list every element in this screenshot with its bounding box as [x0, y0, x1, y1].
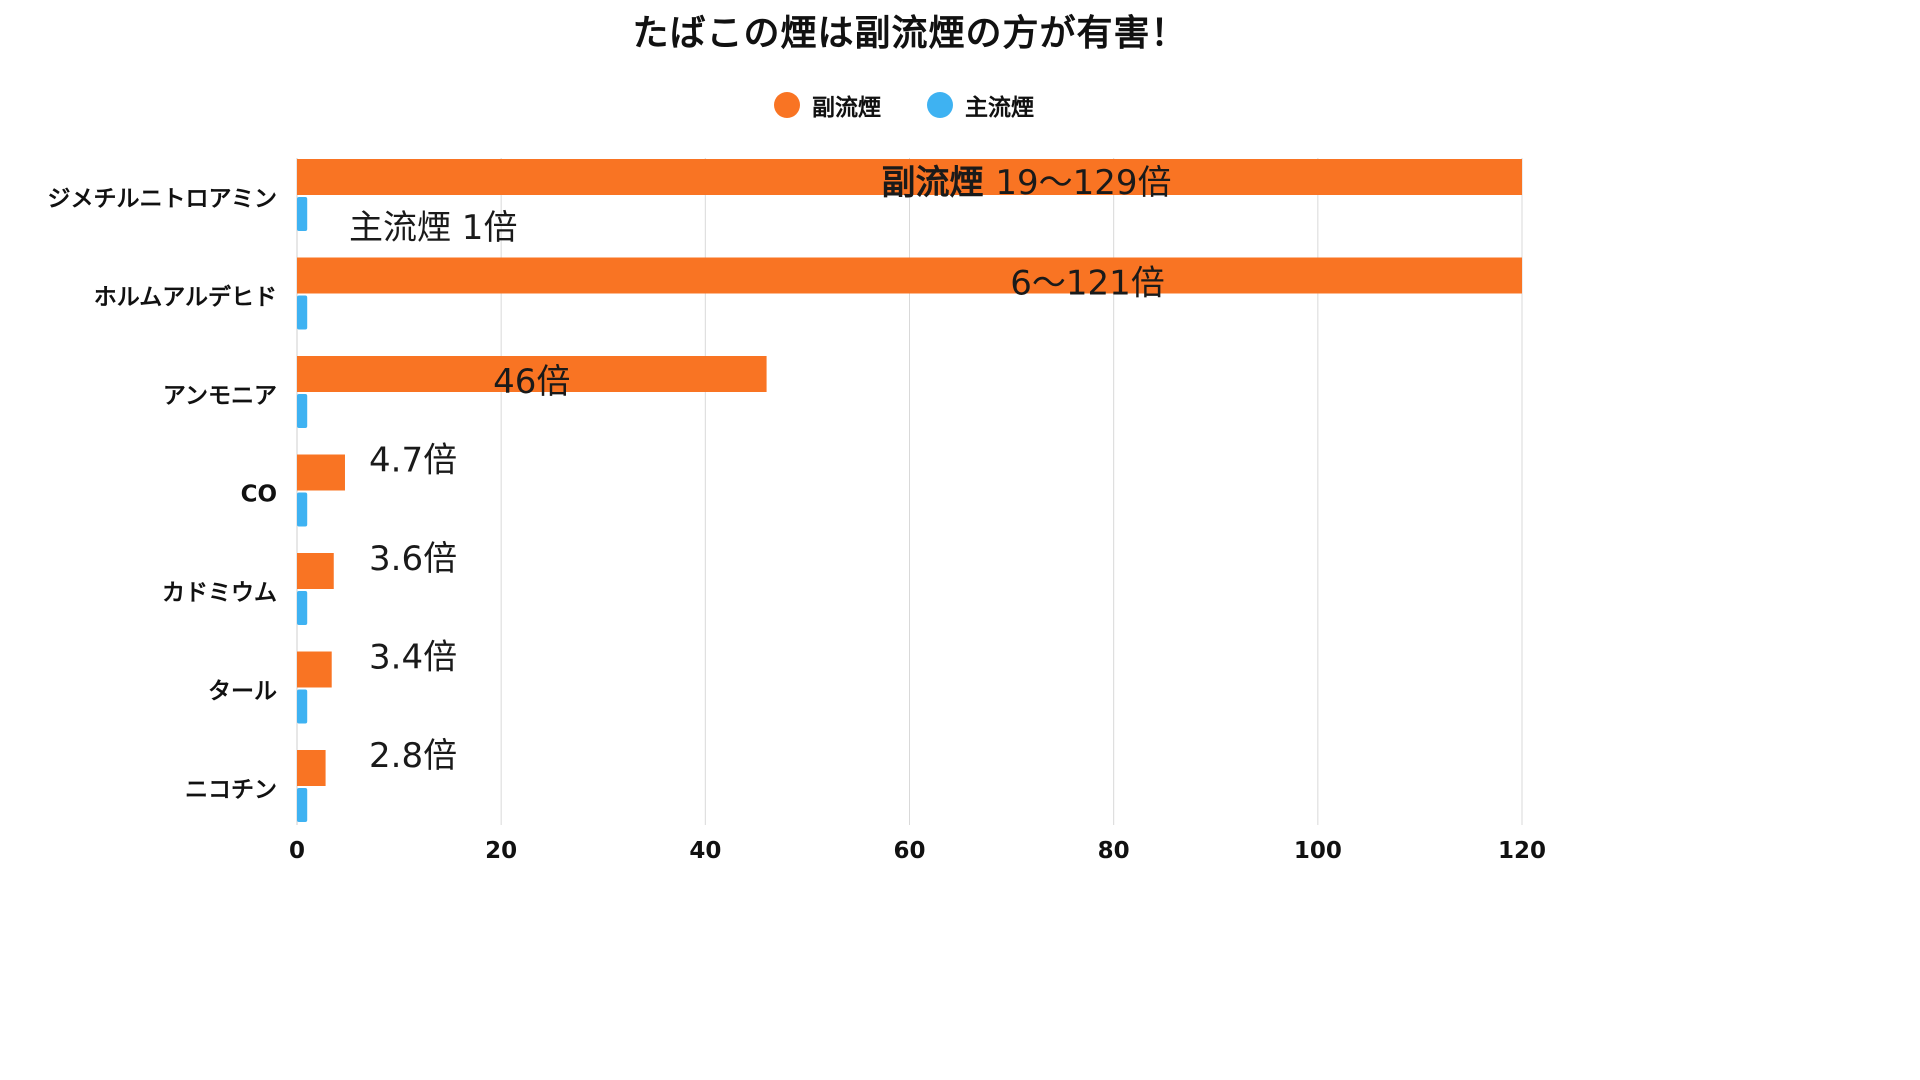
legend-label-mainstream: 主流煙 — [965, 95, 1034, 121]
data-label-sidestream: 6〜121倍 — [1010, 264, 1165, 304]
legend: 副流煙 主流煙 — [0, 88, 1808, 122]
data-label-sidestream: 4.7倍 — [369, 441, 457, 481]
legend-swatch-sidestream — [774, 92, 800, 118]
bar-sidestream — [297, 356, 767, 392]
bar-sidestream — [297, 553, 334, 589]
data-label-sidestream: 2.8倍 — [369, 736, 457, 776]
x-tick-label: 100 — [1294, 838, 1342, 864]
legend-item-sidestream[interactable]: 副流煙 — [774, 88, 881, 122]
category-label: ホルムアルデヒド — [94, 284, 277, 311]
x-tick-label: 80 — [1098, 838, 1130, 864]
legend-item-mainstream[interactable]: 主流煙 — [927, 88, 1034, 122]
category-label: タール — [208, 679, 277, 705]
legend-swatch-mainstream — [927, 92, 953, 118]
bar-mainstream — [297, 689, 308, 724]
data-label-value: 19〜129倍 — [995, 163, 1171, 203]
bar-mainstream — [297, 295, 308, 330]
data-label-sidestream: 3.4倍 — [369, 638, 457, 678]
bar-mainstream — [297, 788, 308, 822]
x-tick-label: 40 — [689, 838, 721, 864]
category-label: ジメチルニトロアミン — [47, 186, 277, 212]
bar-sidestream — [297, 257, 1522, 294]
bar-mainstream — [297, 591, 308, 625]
legend-label-sidestream: 副流煙 — [812, 95, 881, 121]
data-label-sidestream: 3.6倍 — [369, 539, 457, 579]
category-label: ニコチン — [185, 777, 277, 803]
bar-mainstream — [297, 492, 308, 527]
data-label-sidestream: 副流煙 19〜129倍 — [881, 163, 1171, 203]
x-tick-label: 20 — [485, 838, 517, 864]
bar-sidestream — [297, 454, 345, 491]
bar-sidestream — [297, 651, 332, 688]
bar-mainstream — [297, 197, 308, 231]
bar-mainstream — [297, 394, 308, 428]
data-label-mainstream: 主流煙 1倍 — [349, 208, 517, 248]
x-tick-label: 60 — [893, 838, 925, 864]
chart-title: たばこの煙は副流煙の方が有害！ — [632, 13, 1188, 54]
category-label: カドミウム — [162, 580, 277, 606]
x-tick-label: 120 — [1498, 838, 1546, 864]
category-label: アンモニア — [163, 383, 277, 409]
data-label-series-name: 副流煙 — [881, 163, 995, 203]
category-label: CO — [241, 482, 277, 508]
bar-chart-plot: 0 20 40 60 80 100 120 ジメチルニトロアミン 副流煙 19〜129倍主流煙 … — [47, 158, 1546, 864]
x-tick-label: 0 — [289, 838, 305, 864]
bar-sidestream — [297, 159, 1522, 195]
data-label-sidestream: 46倍 — [493, 362, 570, 402]
bar-sidestream — [297, 750, 326, 786]
